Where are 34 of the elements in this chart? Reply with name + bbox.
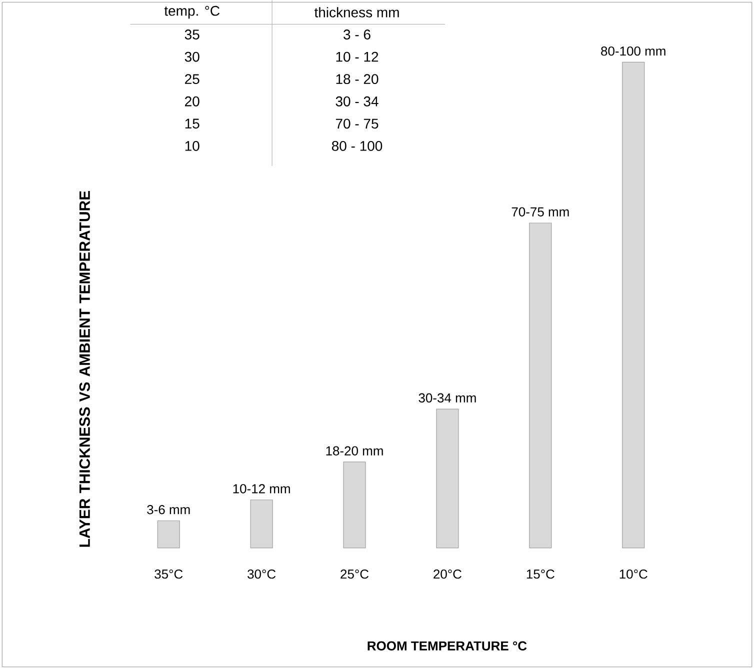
- x-tick-label: 15°C: [526, 569, 554, 579]
- bar: [436, 408, 459, 548]
- x-tick-label: 30°C: [248, 569, 276, 579]
- text: 30: [184, 52, 200, 62]
- annotation: 30 - 34: [336, 96, 378, 106]
- data-label: 3-6 mm: [147, 504, 190, 514]
- x-tick-label: 10°C: [620, 569, 648, 579]
- annotation: 80 - 100: [332, 140, 382, 151]
- data-label: 30-34 mm: [418, 393, 476, 402]
- x-tick-label: 35°C: [154, 569, 183, 579]
- text: 35: [184, 30, 200, 40]
- x-axis-title: ROOM TEMPERATURE °C: [368, 641, 527, 650]
- x-tick-label: 25°C: [340, 569, 369, 579]
- data-label: 80-100 mm: [601, 46, 666, 56]
- text: temp. °C: [164, 6, 220, 19]
- data-label: 70-75 mm: [512, 207, 569, 216]
- annotation: 70 - 75: [336, 118, 378, 129]
- x-tick-label: 20°C: [434, 569, 462, 579]
- text: 3 - 6: [344, 30, 370, 40]
- text: 10 - 12: [336, 52, 378, 62]
- data-label: 10-12 mm: [233, 484, 290, 494]
- bar: [622, 62, 645, 548]
- bar: [250, 500, 273, 548]
- annotation: 25: [185, 74, 200, 84]
- text: thickness mm: [314, 7, 399, 18]
- data-label: 18-20 mm: [326, 446, 383, 456]
- y-axis-title: LAYER THICKNESS VS AMBIENT TEMPERATURE: [79, 190, 90, 547]
- bar: [343, 462, 366, 548]
- bar: [157, 520, 180, 548]
- annotation: 18 - 20: [336, 74, 378, 84]
- annotation: 15: [185, 118, 200, 129]
- annotation: 20: [185, 96, 200, 106]
- bar: [529, 222, 552, 548]
- annotation: 10: [185, 140, 200, 151]
